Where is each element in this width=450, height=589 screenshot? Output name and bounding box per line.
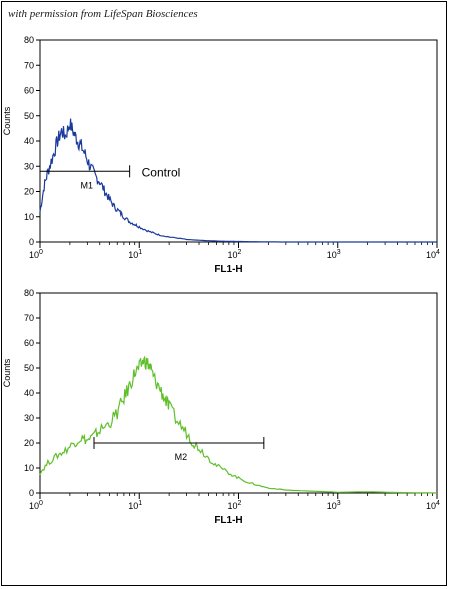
top-histogram: 0 10 20 30 40 50 60 70 80 Counts 100 101 102 103 104 FL…	[2, 35, 440, 275]
marker-label: M1	[81, 180, 94, 190]
y-tick-label: 20	[24, 187, 34, 197]
y-tick-label: 30	[24, 161, 34, 171]
y-tick-label: 80	[24, 288, 34, 298]
plot-area	[39, 292, 438, 494]
x-tick-label: 102	[228, 500, 242, 511]
x-tick-label: 104	[426, 249, 440, 260]
y-axis-title: Counts	[2, 106, 12, 135]
x-tick-label: 100	[29, 249, 43, 260]
y-tick-label: 20	[24, 438, 34, 448]
x-axis-title: FL1-H	[214, 515, 242, 526]
y-tick-label: 50	[24, 363, 34, 373]
y-tick-label: 30	[24, 413, 34, 423]
x-tick-label: 102	[228, 249, 242, 260]
credit-text: with permission from LifeSpan Bioscience…	[8, 8, 198, 20]
y-tick-label: 10	[24, 463, 34, 473]
x-tick-label: 103	[327, 249, 341, 260]
x-tick-label: 101	[128, 249, 142, 260]
y-tick-label: 10	[24, 212, 34, 222]
x-tick-label: 103	[327, 500, 341, 511]
x-axis-title: FL1-H	[214, 264, 242, 275]
y-tick-label: 60	[24, 338, 34, 348]
y-tick-label: 0	[29, 237, 34, 247]
y-tick-label: 70	[24, 60, 34, 70]
x-tick-label: 104	[426, 500, 440, 511]
y-tick-label: 40	[24, 136, 34, 146]
y-tick-label: 50	[24, 111, 34, 121]
y-tick-label: 80	[24, 35, 34, 45]
series-line	[39, 355, 438, 494]
y-tick-label: 40	[24, 388, 34, 398]
y-tick-label: 60	[24, 86, 34, 96]
x-tick-label: 100	[29, 500, 43, 511]
x-tick-label: 101	[128, 500, 142, 511]
annotation-label: Control	[142, 165, 181, 179]
series-line	[39, 118, 437, 243]
plot-area	[39, 39, 438, 243]
bottom-histogram: 0 10 20 30 40 50 60 70 80 Counts 100 101 102 103 104 FL…	[2, 288, 440, 526]
y-axis-title: Counts	[2, 358, 12, 387]
marker-label: M2	[175, 452, 188, 462]
y-tick-label: 0	[29, 488, 34, 498]
y-tick-label: 70	[24, 313, 34, 323]
